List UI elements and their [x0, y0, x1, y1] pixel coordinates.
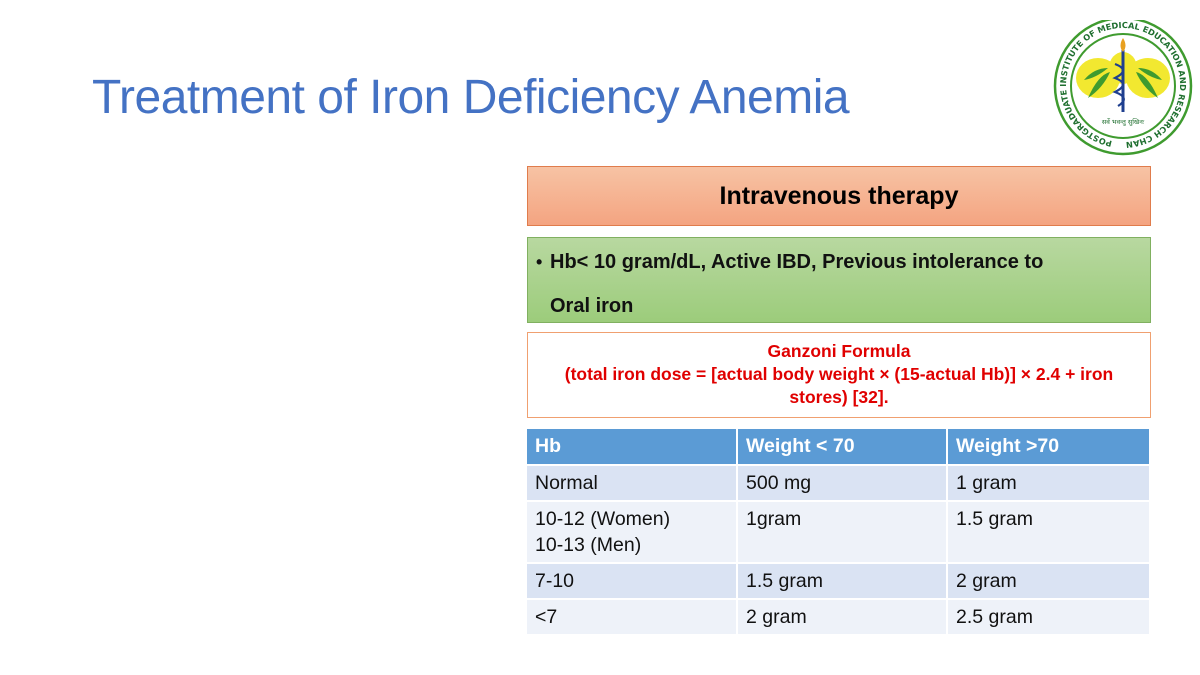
formula-title: Ganzoni Formula: [767, 341, 911, 361]
cell-weight-gt-70: 2.5 gram: [947, 599, 1151, 636]
header-hb: Hb: [527, 429, 738, 466]
cell-hb: 7-10: [527, 563, 738, 600]
formula-line-2: stores) [32].: [789, 387, 889, 407]
cell-weight-lt-70: 1gram: [737, 501, 948, 564]
cell-hb-women: 10-12 (Women): [535, 508, 671, 530]
iv-indication-box: • Hb< 10 gram/dL, Active IBD, Previous i…: [527, 237, 1151, 323]
table-row: 10-12 (Women) 10-13 (Men) 1gram 1.5 gram: [527, 501, 1151, 564]
table-header-row: Hb Weight < 70 Weight >70: [527, 429, 1151, 466]
bullet-icon: •: [536, 252, 543, 272]
header-weight-lt-70: Weight < 70: [737, 429, 948, 466]
cell-hb: <7: [527, 599, 738, 636]
header-weight-gt-70: Weight >70: [947, 429, 1151, 466]
institute-logo: POSTGRADUATE INSTITUTE OF MEDICAL EDUCAT…: [1048, 20, 1193, 156]
formula-line-1: (total iron dose = [actual body weight ×…: [564, 364, 1114, 384]
indication-line-1: Hb< 10 gram/dL, Active IBD, Previous int…: [550, 251, 1044, 273]
table-row: Normal 500 mg 1 gram: [527, 465, 1151, 502]
cell-weight-lt-70: 2 gram: [737, 599, 948, 636]
table-row: 7-10 1.5 gram 2 gram: [527, 563, 1151, 600]
table-row: <7 2 gram 2.5 gram: [527, 599, 1151, 636]
ganzoni-formula-box: Ganzoni Formula (total iron dose = [actu…: [527, 332, 1151, 418]
cell-weight-lt-70: 1.5 gram: [737, 563, 948, 600]
cell-weight-gt-70: 2 gram: [947, 563, 1151, 600]
cell-hb: Normal: [527, 465, 738, 502]
logo-motto: सर्वे भवन्तु सुखिनः: [1102, 118, 1145, 126]
cell-weight-gt-70: 1 gram: [947, 465, 1151, 502]
slide-title: Treatment of Iron Deficiency Anemia: [92, 71, 850, 124]
cell-hb: 10-12 (Women) 10-13 (Men): [527, 501, 738, 564]
iron-dose-table: Hb Weight < 70 Weight >70 Normal 500 mg …: [527, 429, 1151, 636]
cell-weight-gt-70: 1.5 gram: [947, 501, 1151, 564]
cell-weight-lt-70: 500 mg: [737, 465, 948, 502]
cell-hb-men: 10-13 (Men): [535, 534, 642, 556]
iv-therapy-header: Intravenous therapy: [527, 166, 1151, 226]
indication-line-2: Oral iron: [550, 295, 634, 317]
